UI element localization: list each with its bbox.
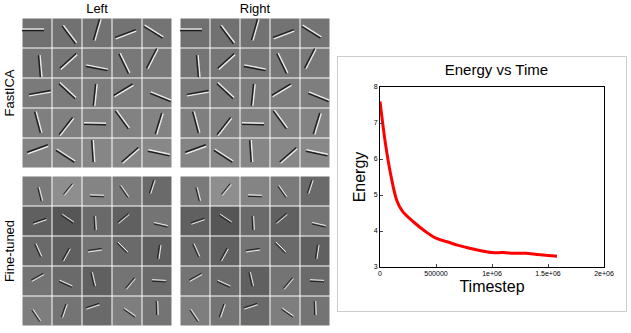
- svg-text:FastICA: FastICA: [2, 69, 17, 116]
- svg-text:Right: Right: [240, 1, 271, 16]
- svg-text:1e+06: 1e+06: [482, 270, 502, 277]
- svg-text:3: 3: [374, 263, 378, 270]
- svg-text:500000: 500000: [424, 270, 447, 277]
- svg-text:7: 7: [374, 119, 378, 126]
- svg-text:1.5e+06: 1.5e+06: [535, 270, 561, 277]
- svg-text:Left: Left: [86, 1, 108, 16]
- svg-text:Energy: Energy: [351, 152, 368, 203]
- svg-text:2e+06: 2e+06: [594, 270, 614, 277]
- svg-text:6: 6: [374, 155, 378, 162]
- svg-text:Fine-tuned: Fine-tuned: [2, 220, 17, 282]
- svg-text:4: 4: [374, 227, 378, 234]
- svg-text:0: 0: [378, 270, 382, 277]
- svg-text:8: 8: [374, 83, 378, 90]
- svg-text:Timestep: Timestep: [459, 278, 524, 295]
- svg-text:5: 5: [374, 191, 378, 198]
- svg-text:Energy vs Time: Energy vs Time: [445, 61, 548, 78]
